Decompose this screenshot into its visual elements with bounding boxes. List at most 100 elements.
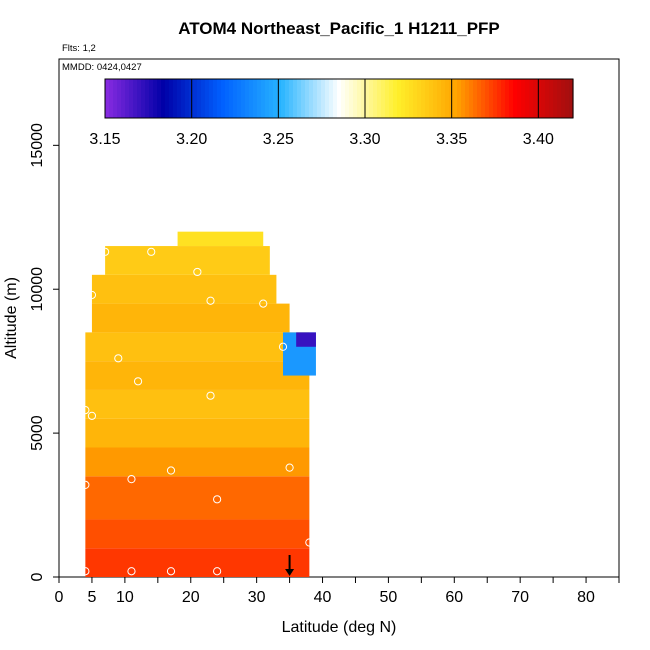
colorbar-slice-97 [493, 79, 498, 118]
colorbar-slice-44 [281, 79, 286, 118]
chart-title: ATOM4 Northeast_Pacific_1 H1211_PFP [178, 19, 500, 38]
heatmap-cell-6 [85, 361, 310, 390]
colorbar-slice-89 [461, 79, 466, 118]
colorbar-slice-41 [269, 79, 274, 118]
sample-point-0 [81, 567, 90, 576]
colorbar-tick-label-3: 3.30 [349, 131, 380, 148]
colorbar-tick-label-2: 3.25 [263, 131, 294, 148]
colorbar-slice-45 [285, 79, 290, 118]
heatmap-cell-9 [91, 274, 277, 304]
colorbar-slice-10 [145, 79, 150, 118]
x-tick-label-30: 30 [248, 589, 266, 606]
colorbar-slice-62 [353, 79, 358, 118]
colorbar-slice-74 [401, 79, 406, 118]
colorbar-slice-64 [361, 79, 366, 118]
colorbar-slice-53 [317, 79, 322, 118]
colorbar-slice-15 [165, 79, 170, 118]
colorbar-tick-label-0: 3.15 [89, 131, 120, 148]
colorbar-slice-43 [277, 79, 282, 118]
colorbar-slice-9 [141, 79, 146, 118]
colorbar-slice-36 [249, 79, 254, 118]
colorbar-slice-90 [465, 79, 470, 118]
x-tick-label-40: 40 [314, 589, 332, 606]
sample-point-12 [206, 391, 215, 400]
colorbar-ticks: 3.15 3.20 3.25 3.30 3.35 3.40 [89, 79, 554, 148]
colorbar-slice-33 [237, 79, 242, 118]
colorbar-slice-87 [453, 79, 458, 118]
colorbar-slice-11 [149, 79, 154, 118]
colorbar-slice-14 [161, 79, 166, 118]
sample-point-4 [305, 538, 314, 547]
sample-point-16 [292, 322, 301, 331]
colorbar-slice-95 [485, 79, 490, 118]
colorbar-slice-35 [245, 79, 250, 118]
x-tick-label-10: 10 [116, 589, 134, 606]
x-axis: 0 5 10 20 30 40 50 60 70 80 [55, 577, 620, 606]
colorbar-slice-105 [525, 79, 530, 118]
sample-point-2 [166, 567, 176, 576]
colorbar-slice-94 [481, 79, 486, 118]
colorbar-slice-6 [129, 79, 134, 118]
colorbar-slice-115 [565, 79, 570, 118]
colorbar-slice-88 [457, 79, 462, 118]
sample-point-19 [259, 299, 268, 308]
colorbar-slice-25 [205, 79, 210, 118]
colorbar-slice-81 [429, 79, 434, 118]
colorbar-slice-85 [445, 79, 450, 118]
colorbar-slice-79 [421, 79, 426, 118]
colorbar-slice-54 [321, 79, 326, 118]
colorbar-slice-42 [273, 79, 278, 118]
colorbar-slice-108 [537, 79, 542, 118]
colorbar-slice-98 [497, 79, 502, 118]
x-tick-label-0: 0 [55, 589, 64, 606]
heatmap-cell-3 [85, 447, 310, 477]
colorbar-slice-63 [357, 79, 362, 118]
colorbar-slice-80 [425, 79, 430, 118]
x-tick-label-80: 80 [577, 589, 595, 606]
colorbar-slice-67 [373, 79, 378, 118]
colorbar-slice-23 [197, 79, 202, 118]
colorbar-slice-100 [505, 79, 510, 118]
x-axis-label: Latitude (deg N) [282, 619, 397, 636]
colorbar-slice-103 [517, 79, 522, 118]
colorbar-slice-7 [133, 79, 138, 118]
sample-point-11 [87, 411, 97, 420]
sample-point-9 [81, 480, 90, 490]
colorbar-slice-5 [125, 79, 130, 118]
colorbar-slice-47 [293, 79, 298, 118]
colorbar-slice-46 [289, 79, 294, 118]
flights-label: Flts: 1,2 [62, 43, 96, 54]
colorbar-slice-34 [241, 79, 246, 118]
colorbar-slice-59 [341, 79, 346, 118]
heatmap-cell-13 [296, 332, 316, 347]
colorbar-slice-50 [305, 79, 310, 118]
heatmap-cell-8 [91, 303, 290, 333]
colorbar-slice-3 [117, 79, 122, 118]
colorbar-slice-56 [329, 79, 334, 118]
dates-label: MMDD: 0424,0427 [62, 62, 142, 73]
colorbar-slice-16 [169, 79, 174, 118]
colorbar-slice-66 [369, 79, 374, 118]
colorbar-slice-93 [477, 79, 482, 118]
colorbar-slice-52 [313, 79, 318, 118]
colorbar-slice-101 [509, 79, 514, 118]
colorbar-slice-70 [385, 79, 390, 118]
sample-point-3 [213, 567, 222, 576]
colorbar-slice-75 [405, 79, 410, 118]
colorbar-slice-51 [309, 79, 314, 118]
heatmap-cell-4 [85, 418, 310, 448]
colorbar-slice-26 [209, 79, 214, 118]
colorbar-slice-13 [157, 79, 162, 118]
colorbar-slice-39 [261, 79, 266, 118]
colorbar-slice-55 [325, 79, 330, 118]
colorbar-slice-27 [213, 79, 218, 118]
colorbar-slice-1 [109, 79, 114, 118]
sample-points [81, 247, 314, 576]
colorbar-slice-83 [437, 79, 442, 118]
colorbar-slice-96 [489, 79, 494, 118]
sample-point-5 [127, 475, 136, 484]
sample-point-17 [87, 290, 97, 300]
colorbar-slice-91 [469, 79, 474, 118]
sample-point-14 [114, 354, 123, 363]
colorbar-slice-113 [557, 79, 562, 118]
